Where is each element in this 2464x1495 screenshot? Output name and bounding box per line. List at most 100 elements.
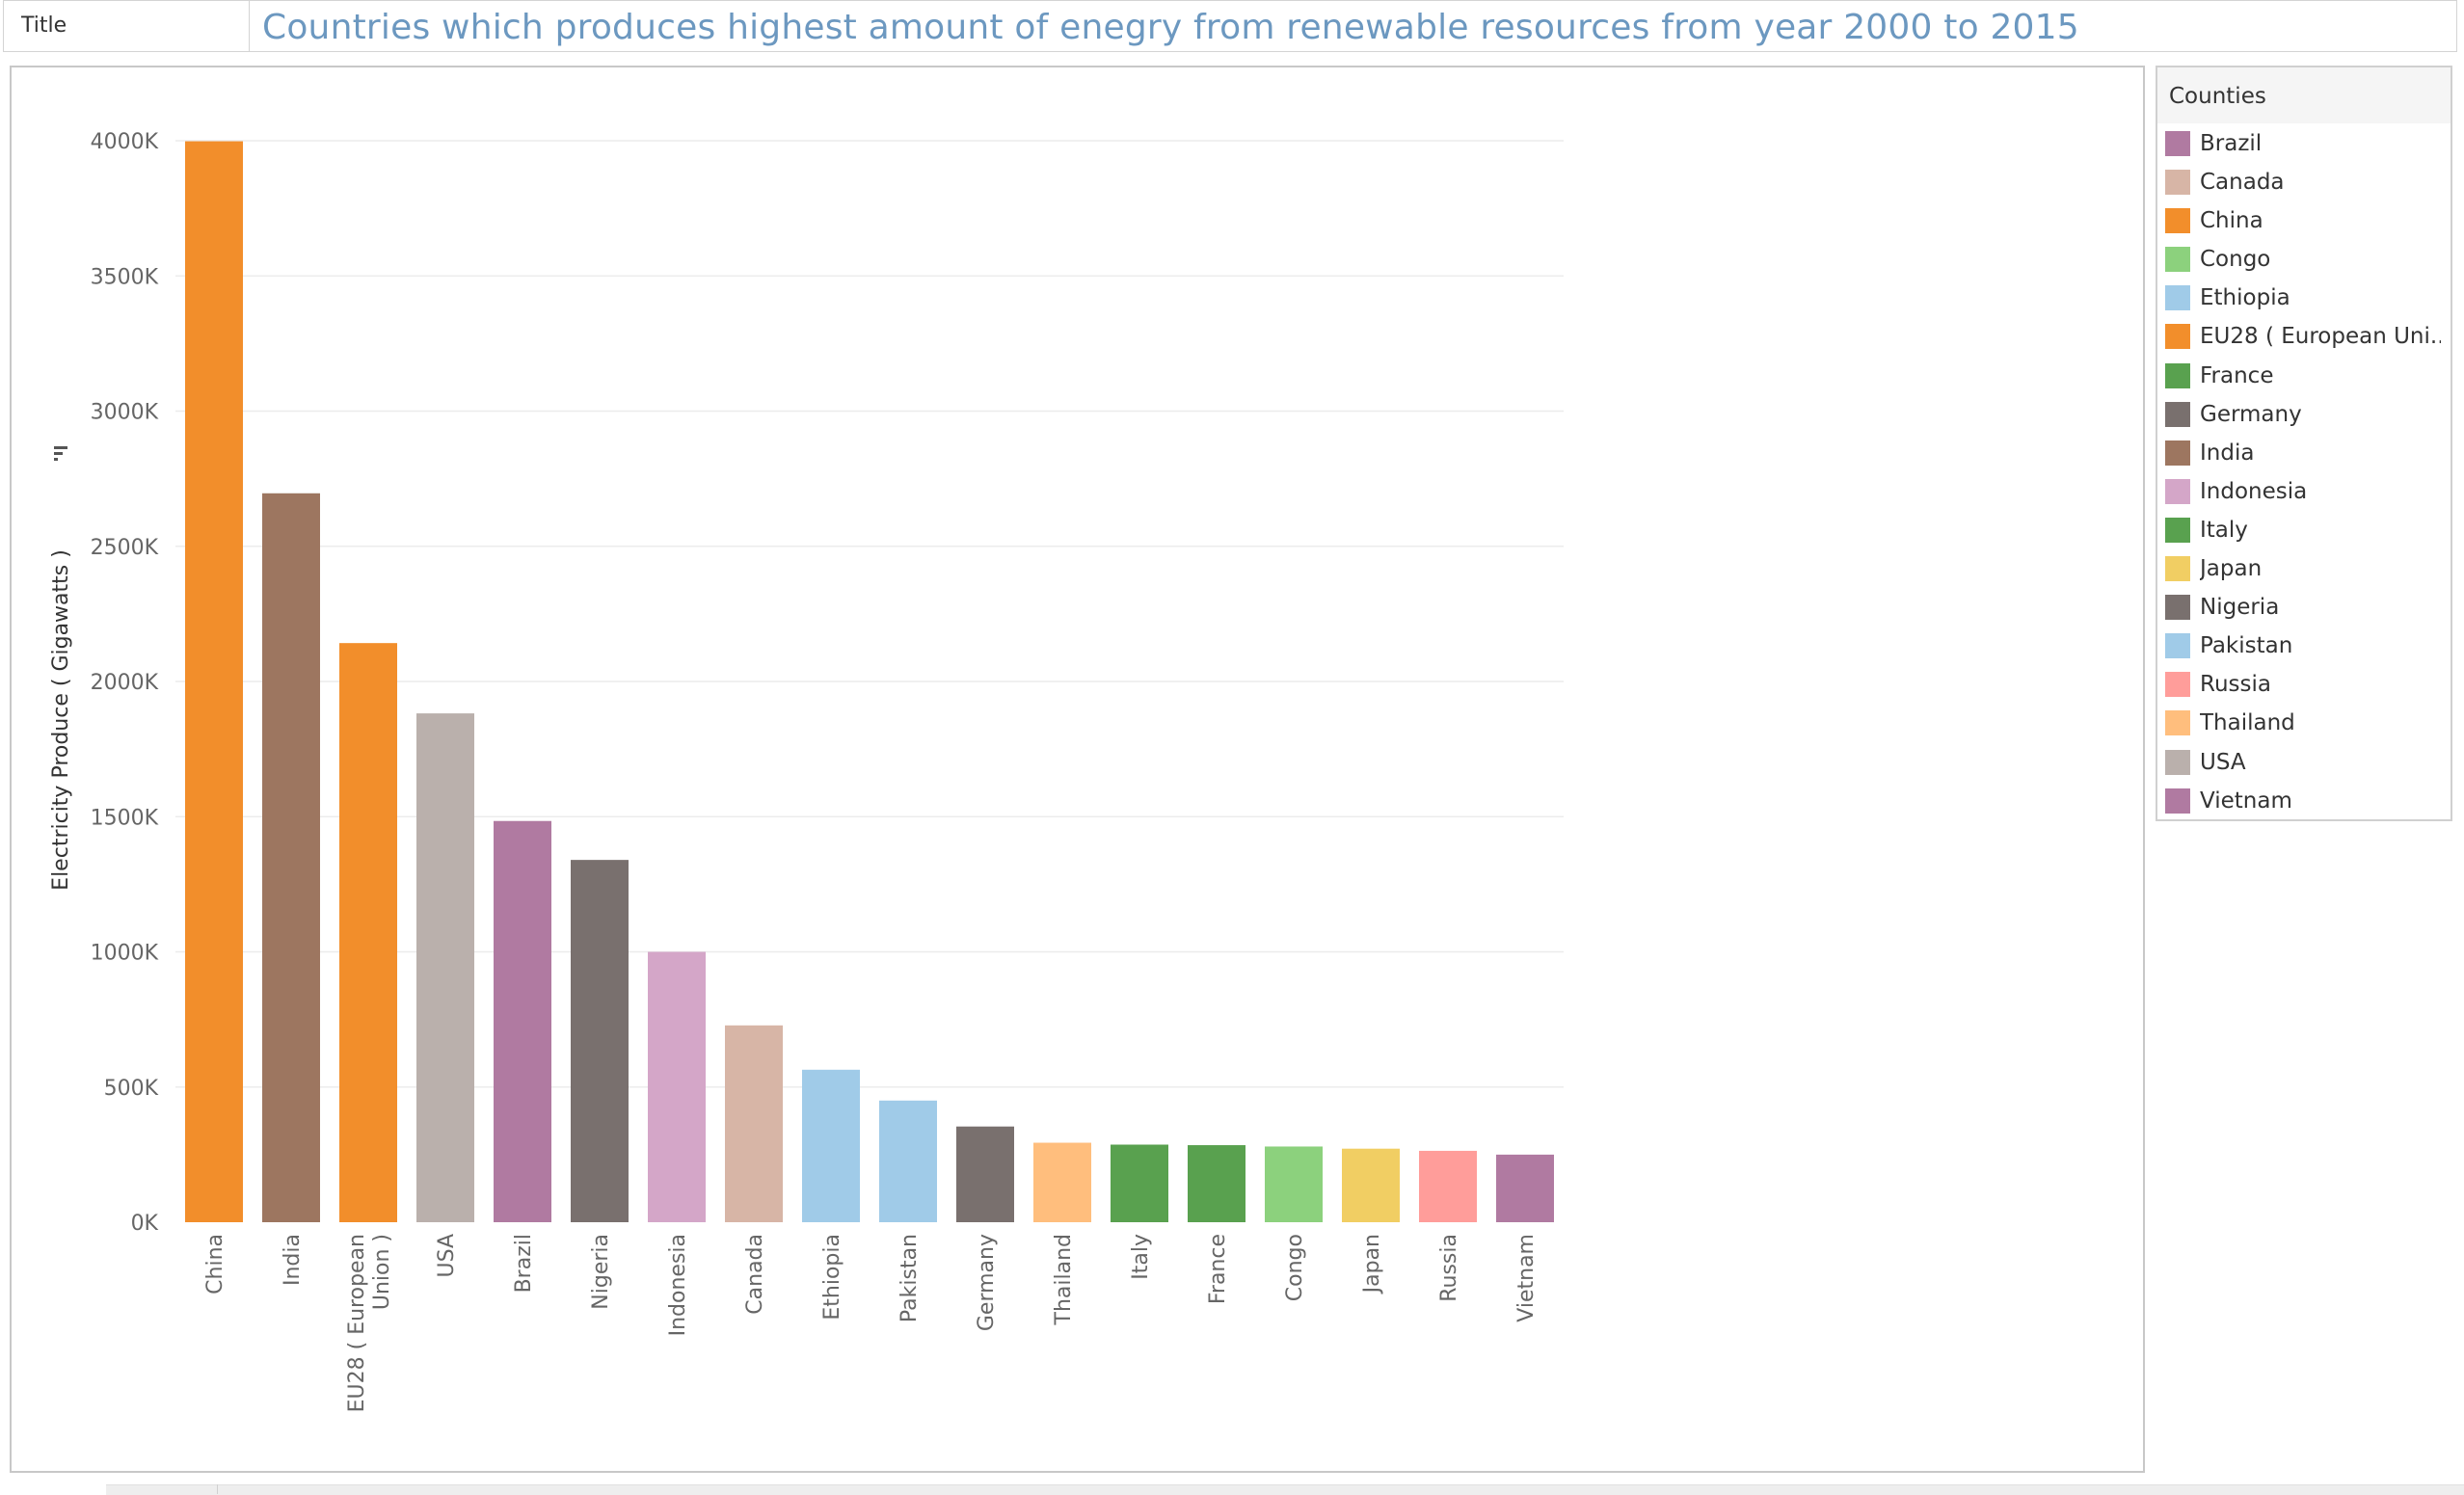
x-tick-label: Italy <box>1129 1234 1153 1280</box>
bar[interactable] <box>571 860 629 1222</box>
x-tick-label: Japan <box>1360 1234 1384 1295</box>
y-axis-title: Electricity Produce ( Gigawatts ) <box>49 549 73 891</box>
legend-item[interactable]: India <box>2157 433 2451 471</box>
x-tick-label: Ethiopia <box>820 1234 844 1321</box>
x-tick-label: Canada <box>743 1234 767 1315</box>
bar-chart[interactable]: 0K 500K 1000K 1500K 2000K 2500K 3000K 3500K 4000… <box>12 67 2143 1471</box>
legend-swatch <box>2165 672 2190 698</box>
bar[interactable] <box>185 141 243 1222</box>
y-tick-label: 500K <box>104 1077 159 1101</box>
legend-label: Thailand <box>2200 710 2295 736</box>
bottom-scrollbar[interactable] <box>106 1484 2464 1495</box>
legend-label: Ethiopia <box>2200 285 2290 311</box>
legend-item[interactable]: France <box>2157 356 2451 394</box>
bar[interactable] <box>1419 1150 1477 1222</box>
bar[interactable] <box>1265 1146 1323 1222</box>
legend-swatch <box>2165 749 2190 775</box>
legend-item[interactable]: Indonesia <box>2157 471 2451 510</box>
sort-icon-bar <box>54 446 67 449</box>
bar[interactable] <box>1342 1148 1400 1222</box>
x-tick-label: EU28 ( European <box>345 1234 369 1412</box>
bar[interactable] <box>956 1126 1014 1222</box>
legend-swatch <box>2165 595 2190 621</box>
legend-swatch <box>2165 131 2190 156</box>
legend[interactable]: Counties Brazil Canada China Congo Ethiopia E… <box>2156 66 2452 821</box>
legend-item[interactable]: Ethiopia <box>2157 278 2451 316</box>
legend-items: Brazil Canada China Congo Ethiopia EU28 ( Eur… <box>2157 123 2451 819</box>
sort-icon <box>54 446 67 461</box>
legend-item[interactable]: Russia <box>2157 664 2451 703</box>
legend-label: Vietnam <box>2200 788 2292 814</box>
legend-title: Counties <box>2157 67 2451 123</box>
legend-label: EU28 ( European Uni.. <box>2200 324 2441 350</box>
sort-icon-bar <box>54 452 63 455</box>
legend-item[interactable]: Canada <box>2157 162 2451 200</box>
bar[interactable] <box>1111 1144 1168 1222</box>
legend-item[interactable]: Italy <box>2157 510 2451 548</box>
y-tick-label: 1000K <box>91 942 159 966</box>
legend-item[interactable]: China <box>2157 200 2451 239</box>
legend-item[interactable]: Pakistan <box>2157 626 2451 664</box>
bar[interactable] <box>802 1069 860 1222</box>
legend-item[interactable]: Germany <box>2157 394 2451 433</box>
bar[interactable] <box>1188 1145 1245 1222</box>
y-tick-label: 2000K <box>91 671 159 695</box>
legend-swatch <box>2165 208 2190 234</box>
x-tick-label: Indonesia <box>666 1234 690 1336</box>
bar[interactable] <box>1033 1142 1091 1222</box>
legend-swatch <box>2165 285 2190 311</box>
legend-swatch <box>2165 170 2190 196</box>
legend-item[interactable]: USA <box>2157 742 2451 781</box>
x-tick-label: USA <box>435 1234 459 1278</box>
x-tick-label: Vietnam <box>1514 1234 1539 1322</box>
legend-swatch <box>2165 362 2190 388</box>
legend-label: Germany <box>2200 401 2302 427</box>
bar[interactable] <box>879 1100 937 1222</box>
bar[interactable] <box>494 820 551 1222</box>
legend-label: France <box>2200 362 2274 388</box>
title-bar: Title Countries which produces highest a… <box>3 0 2457 52</box>
bar[interactable] <box>648 951 706 1223</box>
bar[interactable] <box>339 643 397 1222</box>
legend-swatch <box>2165 478 2190 504</box>
legend-item[interactable]: Congo <box>2157 239 2451 278</box>
legend-item[interactable]: Vietnam <box>2157 781 2451 819</box>
bar[interactable] <box>262 493 320 1223</box>
legend-label: Brazil <box>2200 131 2263 156</box>
x-tick-label: Thailand <box>1052 1234 1076 1325</box>
bar[interactable] <box>416 713 474 1222</box>
legend-item[interactable]: Thailand <box>2157 703 2451 741</box>
x-tick-label: Congo <box>1283 1234 1307 1301</box>
bar[interactable] <box>1496 1154 1554 1222</box>
y-tick-label: 2500K <box>91 536 159 560</box>
legend-label: USA <box>2200 749 2246 775</box>
legend-item[interactable]: Brazil <box>2157 123 2451 162</box>
x-tick-label: France <box>1206 1234 1230 1304</box>
legend-label: Pakistan <box>2200 633 2293 659</box>
bar[interactable] <box>725 1025 783 1222</box>
chart-title: Countries which produces highest amount … <box>262 8 2079 47</box>
legend-swatch <box>2165 788 2190 814</box>
title-caption: Title <box>4 1 250 51</box>
legend-swatch <box>2165 440 2190 466</box>
x-tick-label: India <box>281 1234 305 1286</box>
legend-item[interactable]: Japan <box>2157 548 2451 587</box>
y-tick-label: 0K <box>131 1212 159 1236</box>
x-tick-label: Brazil <box>512 1234 536 1293</box>
legend-label: Italy <box>2200 517 2248 543</box>
x-tick-label: Germany <box>975 1234 999 1331</box>
sort-icon-bar <box>54 458 58 461</box>
legend-label: Indonesia <box>2200 478 2308 504</box>
legend-label: Russia <box>2200 672 2271 698</box>
legend-item[interactable]: Nigeria <box>2157 587 2451 626</box>
y-tick-label: 4000K <box>91 130 159 154</box>
x-tick-label: Russia <box>1437 1234 1461 1302</box>
legend-label: Congo <box>2200 247 2271 273</box>
chart-area[interactable]: 0K 500K 1000K 1500K 2000K 2500K 3000K 3500K 4000… <box>10 66 2145 1473</box>
legend-swatch <box>2165 517 2190 543</box>
x-tick-label: Union ) <box>370 1234 394 1310</box>
legend-item[interactable]: EU28 ( European Uni.. <box>2157 316 2451 355</box>
legend-swatch <box>2165 247 2190 273</box>
y-tick-label: 3000K <box>91 401 159 425</box>
legend-label: India <box>2200 440 2255 466</box>
